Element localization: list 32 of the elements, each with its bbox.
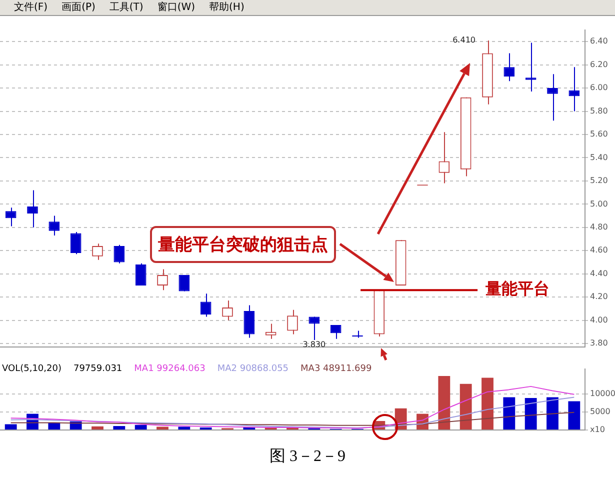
y-tick-label: 5.00 bbox=[590, 199, 608, 208]
y-tick-label: 4.80 bbox=[590, 222, 608, 232]
y-tick-label: 4.40 bbox=[590, 268, 608, 278]
text: 窗口(W) bbox=[157, 2, 196, 13]
y-tick-label: 5.60 bbox=[590, 130, 608, 139]
text: MA2 90868.055 bbox=[217, 364, 289, 374]
text: 工具(T) bbox=[109, 2, 144, 13]
y-tick-label: x10 bbox=[590, 425, 605, 434]
caption: 图 3－2－9 bbox=[268, 447, 346, 467]
y-tick-label: 6.00 bbox=[590, 83, 608, 92]
chart-title: VOL(5,10,20) bbox=[2, 364, 62, 374]
y-tick-label: 5.40 bbox=[590, 152, 608, 162]
ref-line-label: 量能平台 bbox=[484, 280, 550, 298]
text: MA1 99264.063 bbox=[134, 364, 206, 374]
y-tick-label: 5000 bbox=[590, 407, 610, 416]
y-tick-label: 5.20 bbox=[590, 176, 608, 186]
y-tick-label: 4.60 bbox=[590, 246, 608, 255]
y-tick-label: 4.00 bbox=[590, 315, 608, 324]
text: MA3 48911.699 bbox=[300, 364, 372, 374]
annotation: 量能平台突破的狙击点 bbox=[150, 226, 336, 263]
y-tick-label: 3.80 bbox=[590, 338, 608, 348]
y-tick-label: 6.20 bbox=[590, 60, 608, 69]
annotation: 3.830 bbox=[302, 340, 326, 350]
y-tick-label: 5.80 bbox=[590, 106, 608, 116]
y-tick-label: 6.40 bbox=[590, 36, 608, 46]
text: 画面(P) bbox=[62, 2, 96, 13]
y-tick-label: 10000 bbox=[590, 389, 615, 398]
annotation: 6.410 bbox=[452, 36, 476, 45]
text: 帮助(H) bbox=[209, 2, 244, 13]
text: 文件(F) bbox=[14, 2, 48, 13]
annotation: 79759.031 bbox=[73, 364, 122, 374]
y-tick-label: 4.20 bbox=[590, 292, 608, 302]
